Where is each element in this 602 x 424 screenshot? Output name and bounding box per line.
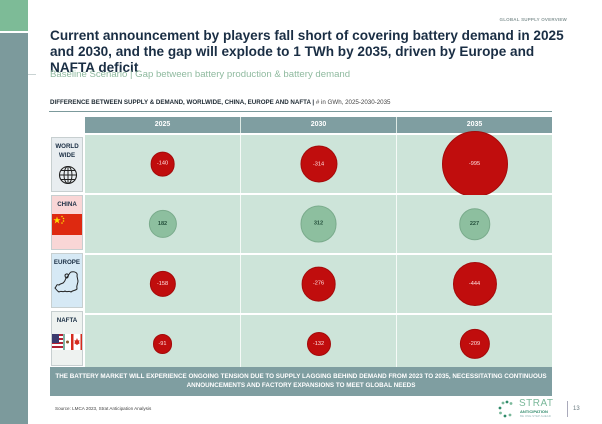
surplus-bubble: 312	[300, 205, 337, 243]
source-note: Source: LMCA 2023, Strat Anticipation An…	[55, 406, 152, 411]
company-logo: STRAT ANTICIPATION BE ONE STEP AHEAD	[497, 398, 577, 420]
page-number: 13	[573, 406, 580, 412]
deficit-bubble: -158	[149, 270, 176, 298]
row-labels: WORLD WIDE CHINA EUROPE NAFTA	[51, 137, 83, 369]
bubble-table: 2025 2030 2035 -140 -314 -995 182 312 227 -158…	[85, 117, 552, 373]
deficit-bubble: -132	[306, 331, 331, 357]
column-header: 2025	[85, 117, 241, 133]
section-tag: GLOBAL SUPPLY OVERVIEW	[499, 17, 567, 22]
row-label-text: NAFTA	[56, 317, 78, 324]
page-number-divider	[567, 401, 568, 417]
table-cell: 312	[241, 195, 397, 253]
table-cell: -314	[241, 135, 397, 193]
row-label-china: CHINA	[51, 195, 83, 250]
subtitle-tick	[28, 74, 36, 75]
row-label-text: EUROPE	[53, 259, 81, 266]
deficit-bubble: -140	[150, 151, 175, 177]
logo-sub: ANTICIPATION	[520, 409, 548, 414]
sidebar-accent	[0, 33, 28, 424]
table-cell: -158	[85, 255, 241, 313]
table-row: -91 -132 -209	[85, 315, 552, 373]
row-label-nafta: NAFTA	[51, 311, 83, 366]
table-body: -140 -314 -995 182 312 227 -158 -276 -444 -91 -132…	[85, 131, 552, 373]
slide-title: Current announcement by players fall sho…	[50, 28, 564, 75]
table-cell: -995	[397, 131, 552, 197]
china-flag-icon	[52, 214, 82, 235]
table-row: -158 -276 -444	[85, 255, 552, 313]
deficit-bubble: -314	[299, 145, 338, 183]
table-cell: -209	[397, 315, 552, 373]
logo-tagline: BE ONE STEP AHEAD	[520, 414, 551, 418]
chart-label-unit: # in GWh, 2025-2030-2035	[315, 99, 391, 106]
table-row: -140 -314 -995	[85, 131, 552, 197]
nafta-flags-icon	[52, 334, 82, 350]
logo-dots-icon	[498, 400, 513, 418]
table-cell: -91	[85, 315, 241, 373]
surplus-bubble: 227	[458, 208, 491, 240]
row-label-worldwide: WORLD WIDE	[51, 137, 83, 192]
deficit-bubble: -995	[441, 131, 508, 197]
row-label-text: WORLD WIDE	[55, 143, 79, 159]
conclusion-banner: THE BATTERY MARKET WILL EXPERIENCE ONGOI…	[50, 367, 552, 396]
deficit-bubble: -91	[152, 334, 173, 354]
table-cell: -444	[397, 255, 552, 313]
table-cell: 182	[85, 195, 241, 253]
deficit-bubble: -444	[452, 261, 497, 307]
deficit-bubble: -276	[301, 266, 336, 302]
slide-subtitle: Baseline Scenario | Gap between battery …	[50, 69, 351, 80]
row-label-text: CHINA	[57, 201, 77, 208]
surplus-bubble: 182	[148, 209, 177, 239]
logo-name: STRAT	[519, 398, 554, 409]
table-cell: -132	[241, 315, 397, 373]
table-row: 182 312 227	[85, 195, 552, 253]
deficit-bubble: -209	[459, 328, 490, 360]
chart-label-rule	[49, 111, 552, 112]
table-cell: -140	[85, 135, 241, 193]
table-cell: -276	[241, 255, 397, 313]
chart-label-main: DIFFERENCE BETWEEN SUPPLY & DEMAND, WORL…	[50, 99, 316, 106]
europe-map-icon	[54, 271, 79, 293]
chart-label: DIFFERENCE BETWEEN SUPPLY & DEMAND, WORL…	[50, 99, 391, 106]
column-header: 2030	[241, 117, 397, 133]
sidebar-accent-top	[0, 0, 28, 31]
globe-icon	[58, 165, 78, 185]
column-header: 2035	[466, 121, 483, 128]
row-label-europe: EUROPE	[51, 253, 83, 308]
table-cell: 227	[397, 195, 552, 253]
column-headers: 2025 2030 2035	[85, 117, 552, 133]
